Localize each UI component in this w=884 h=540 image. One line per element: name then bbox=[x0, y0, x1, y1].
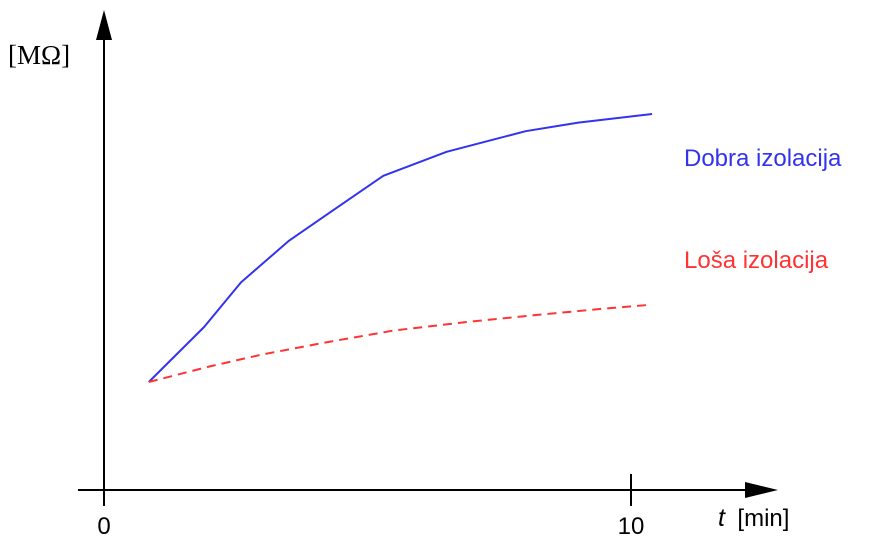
x-tick-label: 0 bbox=[97, 513, 110, 540]
x-tick-labels: 0 10 bbox=[97, 513, 644, 540]
x-tick-label: 10 bbox=[618, 513, 645, 540]
series-group bbox=[148, 113, 653, 383]
series-line-losa-izolacija bbox=[148, 303, 653, 383]
series-label-losa-izolacija: Loša izolacija bbox=[684, 247, 829, 274]
series-line-dobra-izolacija bbox=[148, 113, 653, 383]
x-axis-label-unit: [min] bbox=[737, 505, 789, 532]
x-axis-label: t [min] bbox=[718, 504, 789, 532]
y-axis-arrowhead bbox=[96, 10, 112, 40]
x-axis-label-symbol: t bbox=[718, 504, 726, 532]
series-label-dobra-izolacija: Dobra izolacija bbox=[684, 145, 842, 172]
y-axis-label: [MΩ] bbox=[8, 40, 70, 70]
x-tick-marks bbox=[103, 474, 632, 506]
x-axis-arrowhead bbox=[745, 482, 778, 498]
